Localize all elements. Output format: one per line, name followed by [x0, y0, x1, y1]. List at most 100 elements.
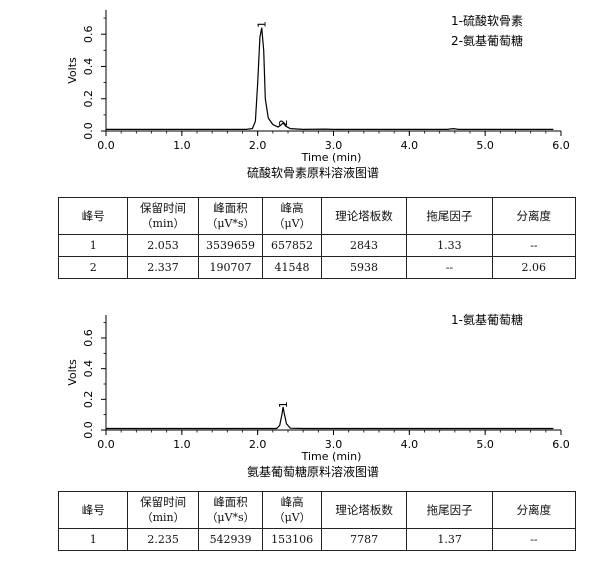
table-cell: 1.33 — [406, 234, 493, 257]
table-cell: 153106 — [262, 528, 322, 551]
x-axis-title: Time (min) — [301, 151, 362, 164]
column-header: 分离度 — [491, 491, 577, 529]
peak-table-1: 峰号 保留时间 （min） 峰面积 （μV*s） 峰高 （μV） 理论塔板数 拖尾因子 分离度 1… — [57, 197, 577, 279]
table-cell: 2.053 — [127, 234, 199, 257]
x-tick-label: 0.0 — [97, 139, 115, 152]
x-tick-label: 5.0 — [476, 139, 494, 152]
table-cell: 5938 — [320, 256, 408, 279]
column-header-label: 拖尾因子 — [426, 502, 473, 517]
table-cell: 1 — [57, 528, 129, 551]
x-tick-label: 2.0 — [249, 438, 267, 451]
x-tick-label: 4.0 — [401, 139, 419, 152]
column-header: 拖尾因子 — [406, 197, 493, 235]
y-tick-label: 0.0 — [82, 122, 95, 140]
x-tick-label: 3.0 — [325, 438, 343, 451]
column-header: 峰面积 （μV*s） — [197, 197, 264, 235]
chromatogram-1: 0.0 1.0 2.0 3.0 4.0 5.0 6.0 0.0 0.2 0.4 0.6 Volts Ti… — [0, 0, 600, 195]
table-cell: 190707 — [197, 256, 264, 279]
column-header: 理论塔板数 — [320, 197, 408, 235]
y-axis-title: Volts — [66, 57, 79, 84]
column-header-unit: （μV） — [273, 217, 311, 230]
table-cell: 2.06 — [491, 256, 577, 279]
column-header-unit: （min） — [141, 511, 185, 524]
table-row: 2 2.337 190707 41548 5938 -- 2.06 — [57, 256, 577, 279]
table-cell: -- — [406, 256, 493, 279]
column-header-label: 峰面积 — [213, 495, 248, 509]
y-tick-label: 0.4 — [82, 360, 95, 378]
peak-label: 1 — [277, 401, 290, 408]
column-header-label: 理论塔板数 — [335, 208, 393, 223]
x-tick-label: 5.0 — [476, 438, 494, 451]
column-header-label: 拖尾因子 — [426, 208, 473, 223]
x-tick-label: 1.0 — [173, 438, 191, 451]
legend-entry: 1-硫酸软骨素 — [451, 13, 523, 28]
column-header: 保留时间 （min） — [127, 491, 199, 529]
x-tick-label: 1.0 — [173, 139, 191, 152]
y-tick-label: 0.2 — [82, 90, 95, 108]
table-cell: 542939 — [197, 528, 264, 551]
table-cell: 41548 — [262, 256, 322, 279]
table-cell: 7787 — [320, 528, 408, 551]
column-header-label: 峰号 — [81, 208, 105, 223]
column-header-label: 峰高 — [280, 201, 304, 215]
column-header: 保留时间 （min） — [127, 197, 199, 235]
table-row: 1 2.053 3539659 657852 2843 1.33 -- — [57, 234, 577, 257]
column-header: 峰面积 （μV*s） — [197, 491, 264, 529]
y-tick-label: 0.6 — [82, 329, 95, 347]
peak-table-2-header-row: 峰号 保留时间 （min） 峰面积 （μV*s） 峰高 （μV） 理论塔板数 拖尾因子 分离度 — [57, 491, 577, 529]
peak-label: 1 — [256, 21, 269, 28]
table-cell: 2.235 — [127, 528, 199, 551]
column-header: 理论塔板数 — [320, 491, 408, 529]
column-header: 峰号 — [57, 491, 129, 529]
table-cell: 2.337 — [127, 256, 199, 279]
y-axis-title: Volts — [66, 359, 79, 386]
column-header-unit: （μV） — [273, 511, 311, 524]
column-header: 峰号 — [57, 197, 129, 235]
legend-entry: 1-氨基葡萄糖 — [451, 312, 523, 327]
table-cell: 657852 — [262, 234, 322, 257]
table-cell: -- — [491, 528, 577, 551]
x-tick-label: 6.0 — [552, 438, 570, 451]
x-tick-label: 2.0 — [249, 139, 267, 152]
chromatogram-2: 0.0 1.0 2.0 3.0 4.0 5.0 6.0 0.0 0.2 0.4 0.6 Volts Ti… — [0, 295, 600, 490]
column-header: 峰高 （μV） — [262, 491, 322, 529]
chromatogram-trace — [106, 27, 554, 131]
x-axis-title: Time (min) — [301, 450, 362, 463]
chart-caption: 硫酸软骨素原料溶液图谱 — [247, 165, 379, 180]
column-header-unit: （μV*s） — [206, 217, 255, 230]
chromatogram-trace — [106, 406, 554, 430]
column-header-label: 分离度 — [516, 208, 552, 223]
chart-caption: 氨基葡萄糖原料溶液图谱 — [247, 464, 379, 479]
table-cell: 1.37 — [406, 528, 493, 551]
y-tick-label: 0.2 — [82, 391, 95, 409]
column-header-label: 理论塔板数 — [335, 502, 393, 517]
table-cell: -- — [491, 234, 577, 257]
y-tick-label: 0.4 — [82, 58, 95, 76]
y-tick-label: 0.6 — [82, 25, 95, 43]
column-header-label: 峰面积 — [213, 201, 248, 215]
x-tick-label: 4.0 — [401, 438, 419, 451]
x-tick-label: 3.0 — [325, 139, 343, 152]
column-header-label: 保留时间 — [140, 495, 187, 509]
column-header: 峰高 （μV） — [262, 197, 322, 235]
peak-label: 2 — [277, 119, 290, 126]
table-cell: 3539659 — [197, 234, 264, 257]
peak-table-1-header-row: 峰号 保留时间 （min） 峰面积 （μV*s） 峰高 （μV） 理论塔板数 拖尾因子 分离度 — [57, 197, 577, 235]
x-tick-label: 0.0 — [97, 438, 115, 451]
column-header-label: 峰高 — [280, 495, 304, 509]
column-header-label: 保留时间 — [140, 201, 187, 215]
column-header: 分离度 — [491, 197, 577, 235]
column-header: 拖尾因子 — [406, 491, 493, 529]
peak-table-2: 峰号 保留时间 （min） 峰面积 （μV*s） 峰高 （μV） 理论塔板数 拖尾因子 分离度 1… — [57, 491, 577, 551]
chromatogram-1-svg: 0.0 1.0 2.0 3.0 4.0 5.0 6.0 0.0 0.2 0.4 0.6 Volts Ti… — [66, 10, 570, 180]
table-cell: 2 — [57, 256, 129, 279]
legend-entry: 2-氨基葡萄糖 — [451, 33, 523, 48]
table-row: 1 2.235 542939 153106 7787 1.37 -- — [57, 528, 577, 551]
table-cell: 2843 — [320, 234, 408, 257]
column-header-label: 分离度 — [516, 502, 552, 517]
column-header-label: 峰号 — [81, 502, 105, 517]
y-tick-label: 0.0 — [82, 421, 95, 439]
x-tick-label: 6.0 — [552, 139, 570, 152]
table-cell: 1 — [57, 234, 129, 257]
